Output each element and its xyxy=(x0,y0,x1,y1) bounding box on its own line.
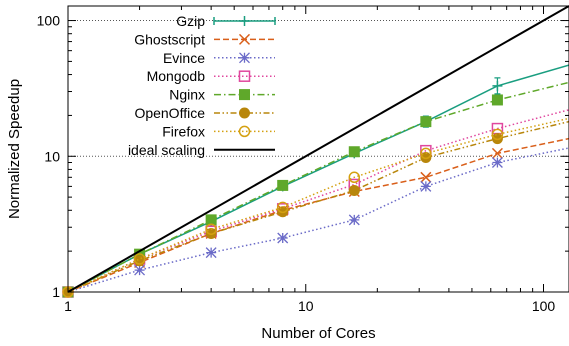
axis-ticks: 1 10 100 1 10 100 xyxy=(37,6,569,314)
open-circle-marker xyxy=(205,223,217,235)
filled-circle-marker xyxy=(348,184,360,196)
series-line xyxy=(67,64,569,293)
series-line xyxy=(67,109,569,293)
open-circle-marker xyxy=(491,128,504,141)
series-ideal-scaling xyxy=(67,5,569,293)
filled-square-marker xyxy=(491,94,503,106)
filled-square-marker xyxy=(348,146,360,158)
asterisk-marker xyxy=(239,52,250,64)
open-circle-marker xyxy=(420,147,432,160)
legend-label: ideal scaling xyxy=(128,142,205,158)
series-line xyxy=(67,81,569,293)
x-axis-label: Number of Cores xyxy=(261,325,375,342)
series-firefox xyxy=(62,117,569,298)
legend-label: Ghostscript xyxy=(134,31,205,47)
legend-errorbar-cap xyxy=(213,17,276,25)
asterisk-marker xyxy=(348,214,360,226)
x-tick-label: 10 xyxy=(298,298,314,314)
x-tick-label: 100 xyxy=(532,298,556,314)
plus-marker xyxy=(492,80,503,91)
y-tick-label: 100 xyxy=(37,13,61,29)
legend-label: Mongodb xyxy=(147,68,206,84)
x-marker xyxy=(420,171,432,183)
filled-square-marker xyxy=(277,179,289,191)
legend-label: Firefox xyxy=(162,123,205,139)
open-square-marker xyxy=(238,70,251,82)
x-marker xyxy=(491,147,503,159)
grid-layer xyxy=(68,20,569,157)
series-line xyxy=(67,120,569,293)
x-tick-label: 1 xyxy=(64,298,72,314)
x-marker xyxy=(238,33,251,45)
asterisk-marker xyxy=(420,180,432,192)
series-line xyxy=(67,137,569,293)
legend-label: Evince xyxy=(163,50,205,66)
open-circle-marker xyxy=(276,201,289,214)
y-tick-label: 10 xyxy=(44,148,60,164)
series-line xyxy=(67,5,569,293)
filled-square-marker xyxy=(239,89,250,101)
series-line xyxy=(67,147,569,293)
y-tick-label: 1 xyxy=(52,284,60,300)
asterisk-marker xyxy=(205,247,217,259)
legend-label: Nginx xyxy=(169,87,205,103)
filled-circle-marker xyxy=(239,107,250,119)
asterisk-marker xyxy=(491,157,503,168)
filled-circle-marker xyxy=(491,133,503,145)
legend: Gzip Ghostscript Evince Mongodb Nginx OpenOff… xyxy=(128,13,276,158)
plot-frame xyxy=(67,5,569,293)
filled-square-marker xyxy=(205,214,217,226)
plus-marker xyxy=(239,16,250,26)
y-axis-label: Normalized Speedup xyxy=(6,79,23,219)
asterisk-marker xyxy=(277,232,289,244)
open-circle-marker xyxy=(348,171,361,184)
open-circle-marker xyxy=(238,125,251,138)
legend-label: Gzip xyxy=(176,13,205,29)
open-circle-marker xyxy=(133,253,146,265)
legend-label: OpenOffice xyxy=(134,105,205,121)
filled-square-marker xyxy=(420,116,432,128)
asterisk-marker xyxy=(134,264,146,276)
series-layer xyxy=(62,5,569,298)
